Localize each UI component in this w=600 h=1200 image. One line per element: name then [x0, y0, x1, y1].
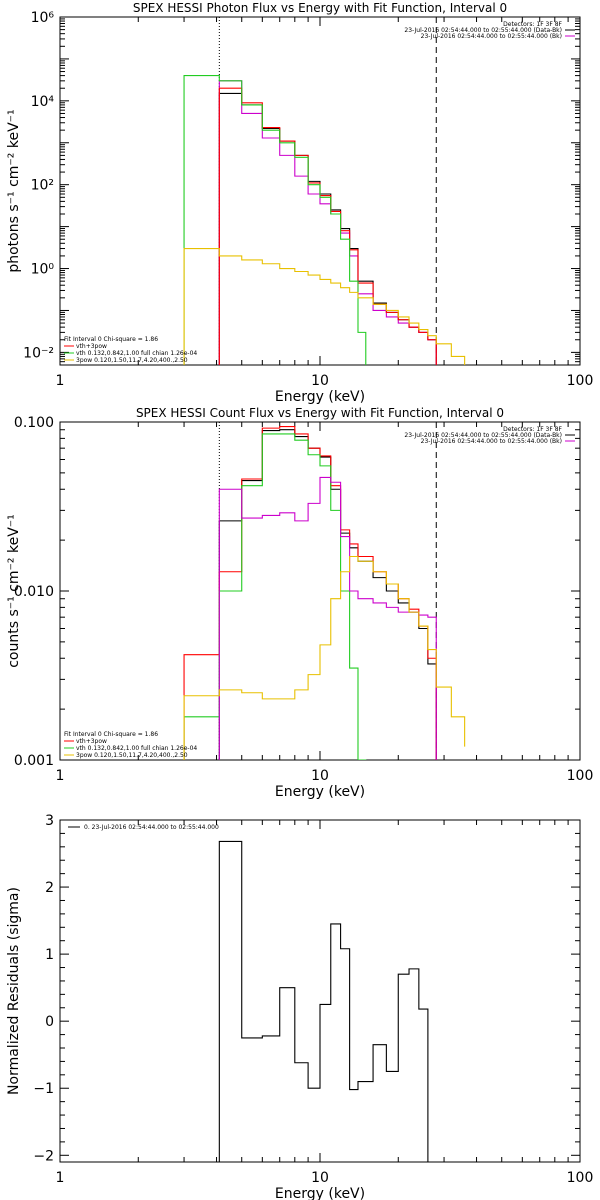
chart-title: SPEX HESSI Photon Flux vs Energy with Fi… — [133, 1, 507, 15]
y-tick-label: 10⁻² — [23, 345, 54, 361]
legend-entry: 23-Jul-2016 02:54:44.000 to 02:55:44.000… — [421, 438, 562, 445]
y-axis-label: photons s⁻¹ cm⁻² keV⁻¹ — [6, 109, 22, 272]
series-group — [218, 840, 437, 1162]
x-tick-label: 1 — [56, 768, 65, 784]
y-tick-label: 2 — [45, 880, 54, 896]
x-tick-label: 10 — [311, 768, 329, 784]
x-axis-label: Energy (keV) — [275, 784, 365, 800]
legend-entry: 0. 23-Jul-2016 02:54:44.000 to 02:55:44.… — [84, 824, 219, 831]
series-line-4 — [183, 75, 367, 365]
x-axis-label: Energy (keV) — [275, 1186, 365, 1200]
legend-entry: vth 0.132,0.842,1.00 full chian 1.26e-04 — [76, 745, 197, 752]
y-tick-label: 10² — [31, 178, 54, 194]
legend-entry: vth 0.132,0.842,1.00 full chian 1.26e-04 — [76, 350, 197, 357]
legend-entry: Detectors: 1F 3F 8F — [503, 21, 562, 28]
legend-entry: 3pow 0.120,1.50,11.7,4.20,400.,2.50 — [76, 357, 188, 364]
y-tick-label: −1 — [33, 1081, 54, 1097]
y-tick-label: 10⁶ — [31, 10, 55, 26]
series-line-1 — [218, 840, 437, 1162]
y-tick-label: 1 — [45, 947, 54, 963]
x-tick-label: 10 — [311, 373, 329, 389]
chart-title: SPEX HESSI Count Flux vs Energy with Fit… — [136, 406, 504, 420]
series-line-3 — [218, 87, 437, 365]
x-tick-label: 1 — [56, 373, 65, 389]
y-tick-label: 0.010 — [14, 584, 54, 600]
chart-panel-2: 1 10 100 0.001 0.010 0.100 SPEX HESSI Count Fl… — [6, 406, 594, 800]
x-tick-label: 100 — [567, 768, 594, 784]
y-tick-label: 0.100 — [14, 415, 54, 431]
series-group — [183, 75, 466, 365]
y-axis-label: Normalized Residuals (sigma) — [6, 887, 22, 1095]
y-tick-label: 10⁴ — [31, 94, 55, 110]
legend-entry: 23-Jul-2016 02:54:44.000 to 02:55:44.000… — [404, 27, 562, 34]
series-line-3 — [183, 433, 367, 760]
legend-entry: 23-Jul-2016 02:54:44.000 to 02:55:44.000… — [404, 432, 562, 439]
y-tick-label: 3 — [45, 813, 54, 829]
y-tick-label: 0 — [45, 1014, 54, 1030]
legend-entry: 3pow 0.120,1.50,11.7,4.20,400.,2.50 — [76, 752, 188, 759]
y-tick-label: 10⁰ — [31, 262, 55, 278]
legend-fit-info: Fit Interval 0 Chi-square = 1.86 — [64, 336, 158, 343]
x-tick-label: 10 — [311, 1170, 329, 1186]
series-line-5 — [183, 247, 466, 365]
chart-panel-3: 1 10 100 −2 −1 0 1 2 3 Energy (keV) Normalized Res… — [6, 813, 593, 1200]
x-tick-label: 1 — [56, 1170, 65, 1186]
x-axis-label: Energy (keV) — [275, 389, 365, 405]
y-tick-label: −2 — [33, 1148, 54, 1164]
legend-entry: vth+3pow — [76, 343, 107, 350]
legend-fit-info: Fit Interval 0 Chi-square = 1.86 — [64, 731, 158, 738]
y-tick-label: 0.001 — [14, 753, 54, 769]
y-axis-label: counts s⁻¹ cm⁻² keV⁻¹ — [6, 514, 22, 668]
x-tick-label: 100 — [567, 1170, 594, 1186]
series-line-5 — [183, 555, 466, 760]
x-tick-label: 100 — [567, 373, 594, 389]
legend-entry: vth+3pow — [76, 738, 107, 745]
series-group — [183, 425, 466, 760]
legend-entry: Detectors: 1F 3F 8F — [503, 426, 562, 433]
legend-entry: 23-Jul-2016 02:54:44.000 to 02:55:44.000… — [421, 33, 562, 40]
chart-panel-1: 1 10 100 10⁻² 10⁰ 10² 10⁴ 10⁶ SPEX HESSI Photon … — [6, 1, 593, 405]
